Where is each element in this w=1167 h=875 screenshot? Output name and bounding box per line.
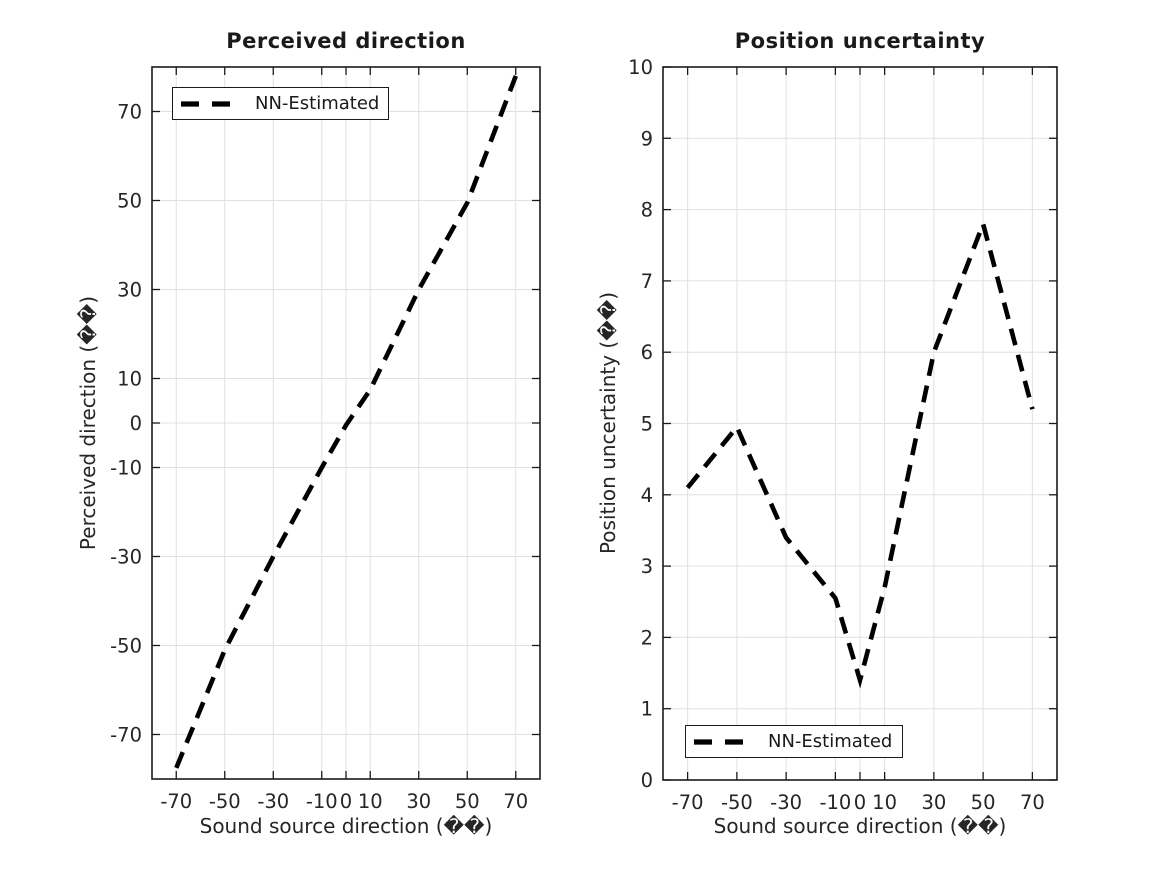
left-plot-xlabel: Sound source direction (��) — [199, 814, 493, 838]
x-tick-label: 50 — [455, 790, 480, 813]
right-plot-xlabel: Sound source direction (��) — [713, 814, 1007, 838]
x-tick-label: -10 — [306, 790, 338, 813]
x-tick-label: -30 — [770, 791, 802, 814]
legend-label: NN-Estimated — [768, 731, 893, 752]
dashed-line-sample-icon — [694, 738, 754, 745]
y-tick-label: 50 — [117, 190, 142, 213]
y-tick-label: -30 — [110, 546, 142, 569]
y-tick-label: -50 — [110, 635, 142, 658]
grid — [663, 66, 1057, 781]
right-plot-legend: NN-Estimated — [685, 725, 903, 758]
y-tick-label: 3 — [641, 555, 653, 578]
y-tick-label: 6 — [641, 341, 653, 364]
y-tick-label: 4 — [641, 484, 653, 507]
y-tick-label: 0 — [641, 769, 653, 792]
left-plot-ylabel: Perceived direction (��) — [76, 295, 100, 551]
data-line — [685, 216, 1035, 689]
right-plot-ylabel: Position uncertainty (��) — [596, 291, 620, 555]
y-tick-labels: 0 1 2 3 4 5 6 7 8 9 10 — [628, 56, 653, 792]
y-tick-labels: -70 -50 -30 -10 0 10 30 50 70 — [110, 101, 142, 747]
x-tick-labels: -70 -50 -30 -10 0 10 30 50 70 — [672, 791, 1045, 814]
y-tick-label: 10 — [628, 56, 653, 79]
left-plot-title: Perceived direction — [226, 29, 466, 53]
x-tick-label: -10 — [819, 791, 851, 814]
x-tick-label: -70 — [672, 791, 704, 814]
x-tick-label: 10 — [358, 790, 383, 813]
y-tick-label: 2 — [641, 626, 653, 649]
x-tick-label: 0 — [340, 790, 352, 813]
x-tick-label: 70 — [503, 790, 528, 813]
x-tick-label: 70 — [1020, 791, 1045, 814]
x-tick-label: 50 — [971, 791, 996, 814]
x-tick-label: -50 — [721, 791, 753, 814]
y-tick-label: 8 — [641, 199, 653, 222]
y-tick-label: 30 — [117, 279, 142, 302]
x-tick-labels: -70 -50 -30 -10 0 10 30 50 70 — [160, 790, 528, 813]
right-plot-title: Position uncertainty — [734, 29, 986, 53]
x-tick-label: -30 — [257, 790, 289, 813]
x-tick-label: 10 — [872, 791, 897, 814]
y-tick-label: 70 — [117, 101, 142, 124]
x-tick-label: -50 — [209, 790, 241, 813]
x-tick-label: 30 — [406, 790, 431, 813]
tick-marks — [152, 67, 540, 779]
y-tick-label: 7 — [641, 270, 653, 293]
dashed-line-sample-icon — [181, 100, 241, 107]
y-tick-label: -70 — [110, 724, 142, 747]
y-tick-label: 5 — [641, 413, 653, 436]
x-tick-label: 30 — [921, 791, 946, 814]
legend-label: NN-Estimated — [255, 93, 380, 114]
y-tick-label: 1 — [641, 698, 653, 721]
y-tick-label: 9 — [641, 127, 653, 150]
x-tick-label: -70 — [160, 790, 192, 813]
x-tick-label: 0 — [854, 791, 866, 814]
y-tick-label: 0 — [130, 412, 142, 435]
y-tick-label: -10 — [110, 457, 142, 480]
left-plot-legend: NN-Estimated — [172, 87, 389, 120]
data-line — [174, 75, 518, 769]
y-tick-label: 10 — [117, 368, 142, 391]
tick-marks — [663, 66, 1057, 781]
